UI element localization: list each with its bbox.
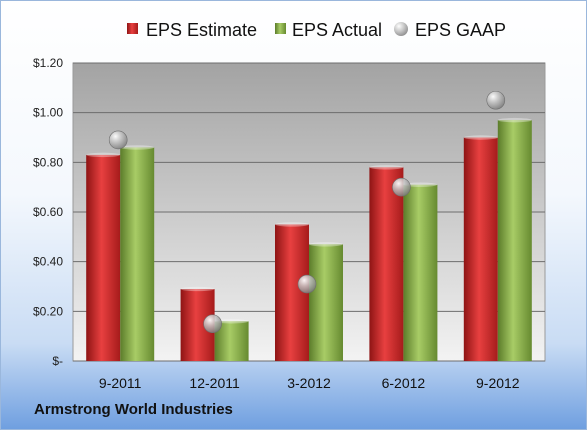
estimate-bar — [369, 167, 404, 361]
actual-bar — [309, 244, 343, 361]
actual-bar — [120, 147, 155, 361]
legend-item-actual: EPS Actual — [275, 20, 382, 40]
gaap-marker — [203, 314, 222, 334]
actual-bar — [403, 184, 438, 361]
gaap-markers — [108, 90, 506, 334]
y-axis: $- $0.20 $0.40 $0.60 $0.80 $1.00 $1.20 — [33, 56, 63, 368]
company-name: Armstrong World Industries — [34, 401, 233, 418]
actual-bar-cap — [309, 242, 343, 247]
bars — [86, 117, 532, 361]
y-tick-label: $0.20 — [33, 304, 63, 318]
y-tick-label: $- — [52, 354, 63, 368]
estimate-bar — [275, 224, 309, 361]
legend-swatch-actual — [275, 23, 286, 34]
actual-bar-cap — [120, 145, 155, 150]
actual-bar-cap — [403, 182, 438, 187]
actual-bar — [497, 120, 532, 361]
y-tick-label: $0.60 — [33, 205, 63, 219]
legend-label-estimate: EPS Estimate — [146, 20, 257, 40]
x-tick-label: 12-2011 — [189, 375, 240, 391]
legend-item-estimate: EPS Estimate — [127, 20, 257, 40]
legend: EPS Estimate EPS Actual EPS GAAP — [127, 20, 506, 40]
x-tick-label: 9-2011 — [99, 375, 142, 391]
estimate-bar-cap — [463, 135, 498, 140]
gaap-marker — [486, 90, 506, 110]
y-tick-label: $1.20 — [33, 56, 63, 70]
legend-item-gaap: EPS GAAP — [394, 20, 506, 40]
legend-label-actual: EPS Actual — [292, 20, 382, 40]
estimate-bar — [86, 154, 121, 361]
estimate-bar-cap — [86, 152, 121, 158]
gaap-marker — [297, 274, 317, 294]
x-axis: 9-2011 12-2011 3-2012 6-2012 9-2012 — [99, 375, 520, 391]
actual-bar-cap — [214, 319, 249, 324]
x-tick-label: 6-2012 — [382, 375, 426, 391]
x-tick-label: 3-2012 — [287, 375, 331, 391]
gaap-marker — [108, 130, 128, 150]
x-tick-label: 9-2012 — [476, 375, 520, 391]
y-tick-label: $0.80 — [33, 155, 63, 169]
legend-swatch-estimate — [127, 23, 138, 34]
gaap-marker — [392, 177, 411, 197]
estimate-bar-cap — [275, 222, 309, 227]
y-tick-label: $0.40 — [33, 255, 63, 269]
legend-label-gaap: EPS GAAP — [415, 20, 506, 40]
estimate-bar-cap — [180, 286, 215, 292]
actual-bar-cap — [497, 117, 532, 123]
legend-swatch-gaap — [394, 22, 408, 36]
y-tick-label: $1.00 — [33, 106, 63, 120]
estimate-bar-cap — [369, 165, 404, 170]
estimate-bar — [463, 137, 498, 361]
